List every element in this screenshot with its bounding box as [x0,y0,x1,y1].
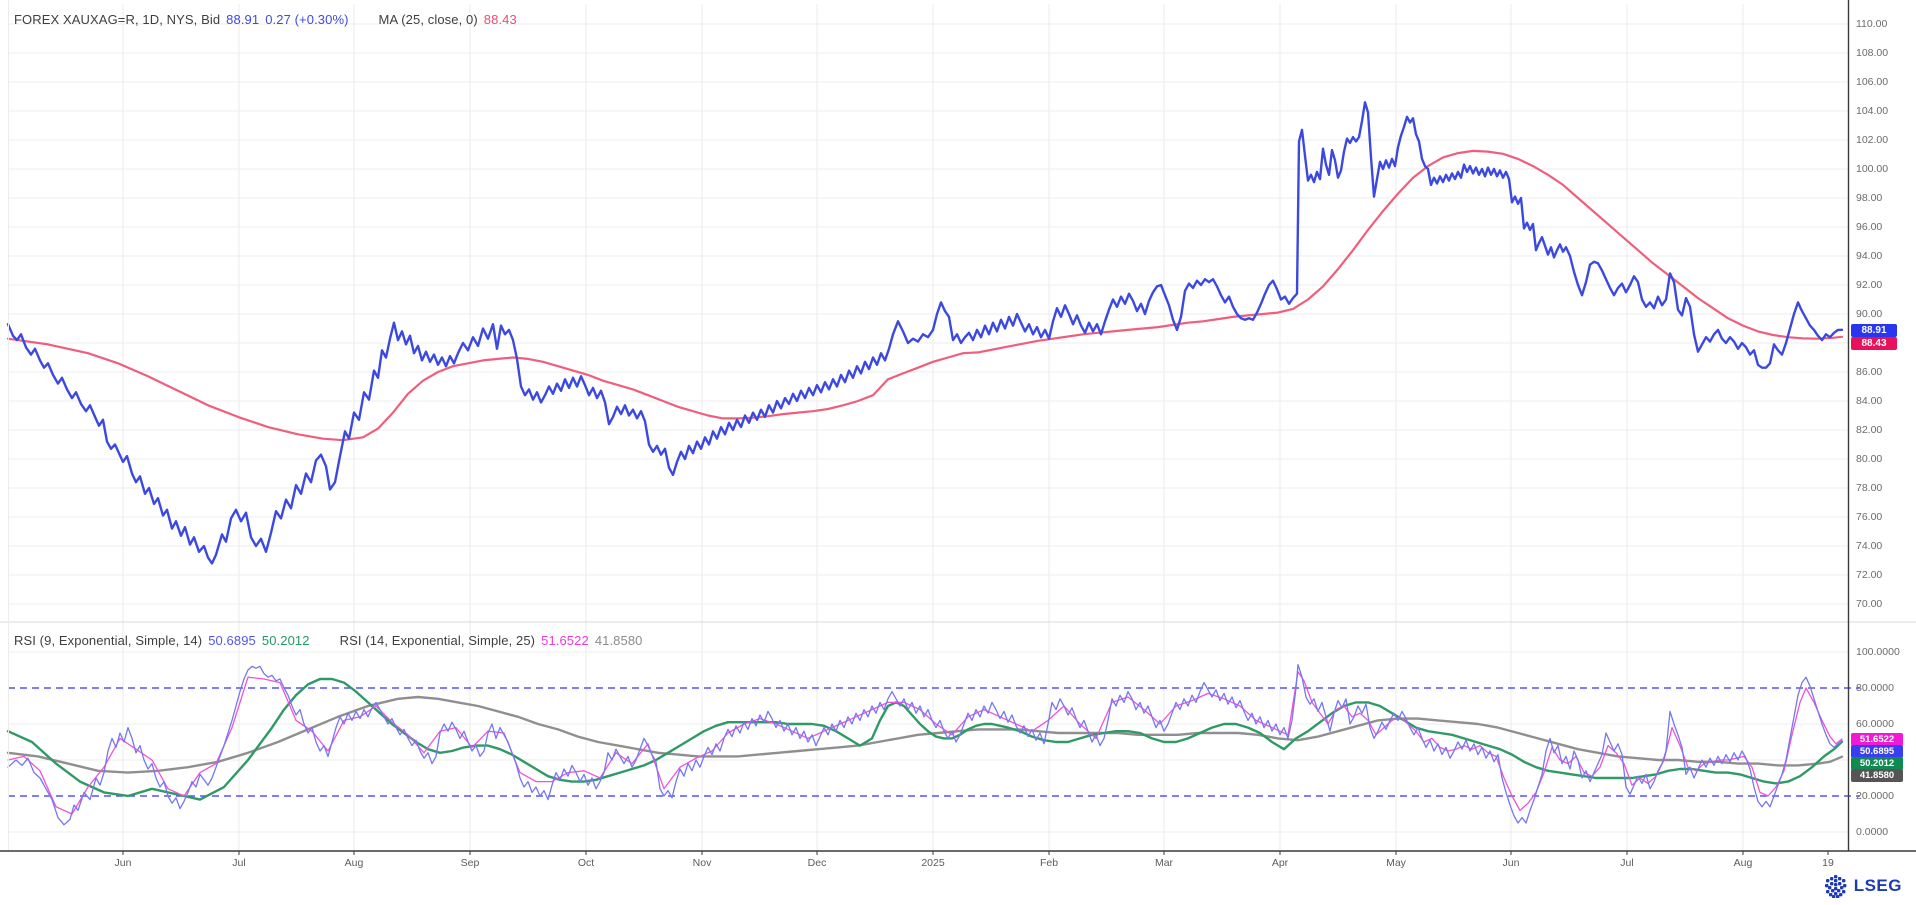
rsi9-sma-value: 50.2012 [261,633,310,648]
x-axis-label-aug: Aug [344,857,364,869]
ma-price-badge: 88.43 [1851,337,1897,350]
price-tick-label: 84.00 [1856,395,1883,407]
price-tick-label: 80.00 [1856,453,1883,465]
rsi-tick-label: 20.0000 [1856,790,1894,802]
price-tick-label: 102.00 [1856,134,1889,146]
rsi14-sma-line [6,695,1844,774]
rsi-tick-label: 100.0000 [1856,646,1900,658]
price-tick-label: 98.00 [1856,192,1883,204]
last-price-badge: 88.91 [1851,324,1897,337]
lseg-crest-icon [1824,875,1847,898]
rsi9-sma-line [6,677,1844,801]
x-axis-label-dec: Dec [807,857,827,869]
rsi-tick-label: 80.0000 [1856,682,1894,694]
price-tick-label: 72.00 [1856,569,1883,581]
price-tick-label: 104.00 [1856,105,1889,117]
x-axis-label-aug: Aug [1733,857,1753,869]
price-tick-label: 92.00 [1856,279,1883,291]
x-axis-label-jun: Jun [114,857,132,869]
price-tick-label: 110.00 [1856,18,1888,30]
x-axis-label-oct: Oct [577,857,595,869]
price-legend[interactable]: FOREX XAUXAG=R, 1D, NYS, Bid 88.91 0.27 (+… [14,12,523,27]
x-axis-label-mar: Mar [1154,857,1174,869]
lseg-logo: LSEG [1824,874,1902,898]
last-price-value: 88.91 [226,12,260,27]
x-axis-label-nov: Nov [692,857,712,869]
rsi-panel-canvas[interactable] [8,622,1848,851]
x-axis-label-jun: Jun [1502,857,1520,869]
rsi9-line [7,663,1843,826]
price-tick-label: 96.00 [1856,221,1883,233]
price-change-value: 0.27 (+0.30%) [265,12,349,27]
rsi9-badge: 50.6895 [1851,745,1903,758]
rsi-tick-label: 0.0000 [1856,826,1889,838]
x-axis-label-may: May [1386,857,1406,869]
rsi9-label: RSI (9, Exponential, Simple, 14) [14,633,203,648]
price-tick-label: 100.00 [1856,163,1889,175]
price-tick-label: 74.00 [1856,540,1883,552]
x-axis-label-jul: Jul [1620,857,1634,869]
rsi14-value: 51.6522 [541,633,589,648]
ma-line [6,149,1844,442]
price-line [6,101,1844,565]
price-panel-canvas[interactable] [8,0,1848,622]
instrument-label: FOREX XAUXAG=R, 1D, NYS, Bid [14,12,221,27]
rsi-legend[interactable]: RSI (9, Exponential, Simple, 14) 50.6895 5… [14,633,649,648]
price-tick-label: 70.00 [1856,598,1883,610]
price-tick-label: 76.00 [1856,511,1883,523]
x-axis-label-2025: 2025 [921,857,945,869]
x-axis-label-19: 19 [1822,857,1834,869]
price-tick-label: 86.00 [1856,366,1883,378]
rsi-tick-label: 60.0000 [1856,718,1894,730]
x-axis-label-apr: Apr [1271,857,1289,869]
price-tick-label: 82.00 [1856,424,1883,436]
rsi14-label: RSI (14, Exponential, Simple, 25) [339,633,536,648]
x-axis-label-jul: Jul [232,857,246,869]
ma-label: MA (25, close, 0) [378,12,478,27]
x-axis-label-feb: Feb [1039,857,1059,869]
price-tick-label: 90.00 [1856,308,1883,320]
price-tick-label: 106.00 [1856,76,1889,88]
rsi9-sma-badge: 50.2012 [1851,757,1903,770]
price-tick-label: 78.00 [1856,482,1883,494]
rsi14-sma-value: 41.8580 [594,633,643,648]
price-tick-label: 108.00 [1856,47,1889,59]
rsi14-badge: 51.6522 [1851,733,1903,746]
rsi14-sma-badge: 41.8580 [1851,769,1903,782]
x-axis-label-sep: Sep [460,857,480,869]
rsi9-value: 50.6895 [208,633,256,648]
lseg-logo-text: LSEG [1853,876,1902,895]
ma-value: 88.43 [483,12,517,27]
price-tick-label: 94.00 [1856,250,1883,262]
